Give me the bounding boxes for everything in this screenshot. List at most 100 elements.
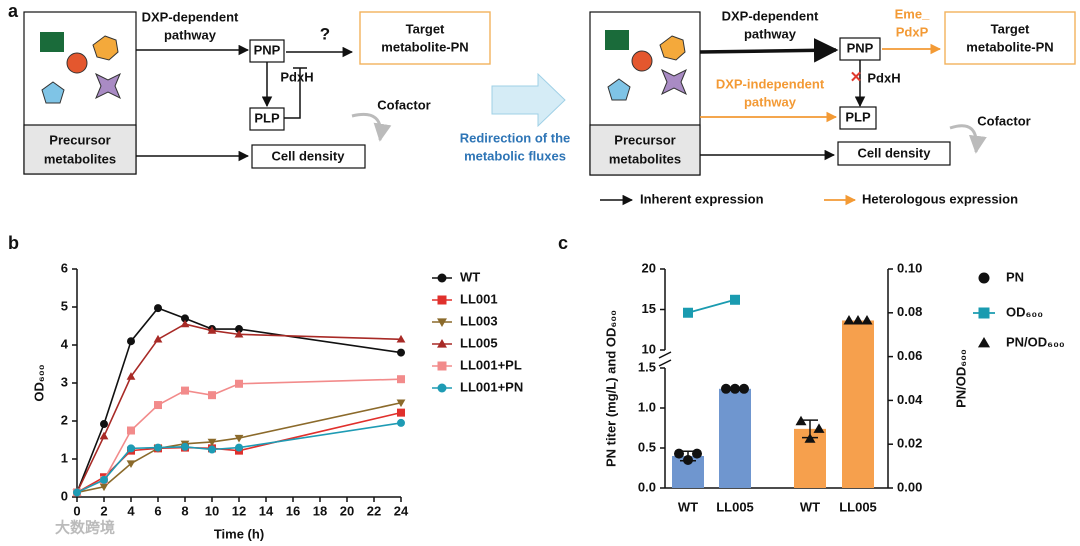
unknown-mark: ? (320, 24, 330, 43)
marker (234, 329, 244, 338)
legend-label: LL005 (460, 335, 498, 350)
marker (181, 314, 189, 323)
target-label: metabolite-PN (966, 39, 1053, 54)
series-line (687, 298, 736, 314)
y-tick-label: 15 (642, 301, 656, 316)
cofactor-arrow (351, 113, 392, 142)
marker (397, 348, 405, 357)
x-tick-label: 12 (232, 503, 246, 518)
series-line (76, 401, 402, 494)
shape (95, 72, 121, 100)
enzyme-label: PdxH (280, 69, 313, 84)
panel-label: a (8, 1, 19, 21)
x-tick-label: 8 (181, 503, 188, 518)
marker (730, 294, 740, 305)
node-label: Cell density (272, 148, 346, 163)
legend-label: Heterologous expression (862, 191, 1018, 206)
y2-tick-label: 0.04 (897, 392, 923, 407)
marker (437, 383, 447, 393)
legend-label: LL001 (460, 291, 498, 306)
x-axis-label: Time (h) (214, 526, 264, 541)
target-label: Target (991, 21, 1030, 36)
marker (235, 379, 243, 388)
shape (659, 35, 686, 61)
x-tick-label: 18 (313, 503, 327, 518)
marker (208, 445, 216, 454)
y-tick-label: 0.5 (638, 439, 656, 454)
legend-label: Inherent expression (640, 191, 764, 206)
marker (153, 334, 163, 343)
block-mark: ✕ (850, 69, 863, 86)
x-tick-label: 2 (100, 503, 107, 518)
legend-label: PN (1006, 269, 1024, 284)
y-tick-label: 0 (61, 488, 68, 503)
enzyme-label: PdxH (867, 70, 900, 85)
node-label: PNP (254, 42, 281, 57)
y2-tick-label: 0.02 (897, 436, 922, 451)
pathway-label: pathway (164, 27, 217, 42)
x-tick-label: 20 (340, 503, 354, 518)
y-tick-label: 3 (61, 374, 68, 389)
marker (234, 434, 244, 443)
enzyme-label: Eme_ (895, 6, 930, 21)
shape (631, 50, 653, 72)
marker (180, 319, 190, 328)
redirect: Redirection of the metabolic fluxes (460, 72, 570, 163)
marker (397, 418, 405, 427)
bar (842, 320, 874, 488)
target-box (359, 11, 491, 65)
series-line (76, 422, 402, 494)
y-tick-label: 0.0 (638, 479, 656, 494)
x-tick-label: WT (800, 499, 820, 514)
legend-label: LL001+PN (460, 379, 523, 394)
x-tick-label: WT (678, 499, 698, 514)
marker (235, 325, 243, 334)
marker (437, 318, 447, 327)
node-box (839, 106, 877, 130)
marker (843, 314, 855, 325)
scheme-left: a Precursor metabolites DXP-dependent pa… (8, 1, 491, 175)
pathway-label: DXP-independent (716, 76, 825, 91)
x-tick-label: 16 (286, 503, 300, 518)
pathway-label: DXP-dependent (722, 8, 819, 23)
source-base (23, 124, 137, 175)
marker (154, 304, 162, 313)
marker (154, 443, 162, 452)
shape (40, 32, 64, 52)
marker (730, 383, 740, 394)
pathway-label: DXP-dependent (142, 9, 239, 24)
cofactor-arrow (949, 124, 987, 154)
marker (397, 408, 405, 417)
marker (978, 272, 990, 284)
legend-label: LL003 (460, 313, 498, 328)
node-label: Cell density (858, 145, 932, 160)
marker (437, 339, 447, 348)
series-line (76, 323, 402, 493)
node-box (249, 107, 285, 131)
x-tick-label: 0 (73, 503, 80, 518)
watermark: 大数跨境 (55, 519, 115, 537)
marker (804, 433, 816, 443)
marker (437, 361, 447, 371)
shape (607, 78, 631, 101)
series-line (76, 307, 402, 493)
shape (605, 30, 629, 50)
panel-label: c (558, 233, 568, 253)
pathway-label: pathway (744, 94, 797, 109)
redirect-label: metabolic fluxes (464, 148, 566, 163)
marker (683, 455, 693, 465)
y-tick-label: 10 (642, 341, 656, 356)
y-axis-label: PN titer (mg/L) and OD₆₀₀ (603, 310, 618, 467)
redirect-arrow (491, 72, 566, 128)
x-tick-label: 22 (367, 503, 381, 518)
marker (99, 483, 109, 492)
axis-break (658, 351, 672, 359)
y-tick-label: 1.5 (638, 359, 656, 374)
node-label: PLP (845, 109, 871, 124)
series-line (76, 378, 402, 494)
marker (100, 475, 108, 484)
x-tick-label: 4 (127, 503, 135, 518)
node-box (837, 141, 951, 166)
marker (207, 326, 217, 334)
marker (813, 423, 825, 433)
